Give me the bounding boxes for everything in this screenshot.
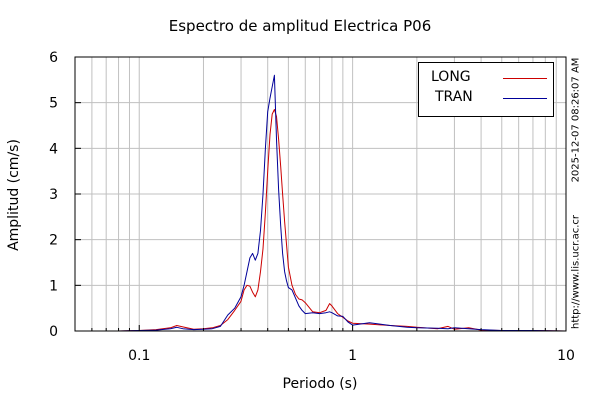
y-tick-label: 5	[49, 96, 58, 112]
x-tick-label: 0.1	[128, 348, 150, 364]
y-axis-label: Amplitud (cm/s)	[6, 139, 22, 251]
series-line-tran	[75, 74, 567, 332]
chart-legend: LONG TRAN	[418, 62, 554, 117]
axis-ticks: 0.1 1 10 0 1 2 3 4 5 6	[49, 50, 575, 364]
grid-lines	[75, 57, 566, 331]
source-url-label: http://www.lis.ucr.ac.cr	[570, 215, 582, 329]
legend-swatch-tran	[503, 98, 547, 99]
legend-item-tran: TRAN	[419, 89, 553, 109]
timestamp-label: 2025-12-07 08:26:07 AM	[570, 57, 582, 183]
y-tick-label: 3	[49, 187, 58, 203]
legend-label-tran: TRAN	[435, 89, 473, 105]
y-tick-label: 1	[49, 278, 58, 294]
y-tick-label: 4	[49, 141, 58, 157]
legend-swatch-long	[503, 78, 547, 79]
legend-item-long: LONG	[419, 69, 553, 89]
series-line-long	[75, 109, 567, 332]
y-tick-label: 6	[49, 50, 58, 66]
legend-label-long: LONG	[431, 69, 471, 85]
y-tick-label: 0	[49, 324, 58, 340]
series-lines	[75, 74, 567, 332]
chart-title: Espectro de amplitud Electrica P06	[168, 17, 432, 35]
x-tick-label: 1	[348, 348, 357, 364]
y-tick-label: 2	[49, 233, 58, 249]
x-axis-label: Periodo (s)	[282, 376, 358, 392]
x-tick-label: 10	[557, 348, 575, 364]
